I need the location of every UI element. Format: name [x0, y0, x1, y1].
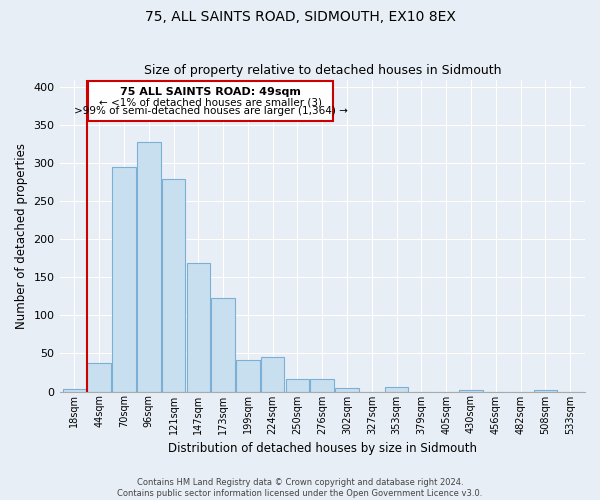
Bar: [385, 387, 409, 392]
Bar: [261, 358, 284, 392]
Bar: [137, 142, 161, 392]
Bar: [335, 388, 359, 392]
Text: 75 ALL SAINTS ROAD: 49sqm: 75 ALL SAINTS ROAD: 49sqm: [120, 87, 301, 97]
Text: >99% of semi-detached houses are larger (1,364) →: >99% of semi-detached houses are larger …: [74, 106, 347, 116]
X-axis label: Distribution of detached houses by size in Sidmouth: Distribution of detached houses by size …: [168, 442, 477, 455]
Title: Size of property relative to detached houses in Sidmouth: Size of property relative to detached ho…: [143, 64, 501, 77]
Text: 75, ALL SAINTS ROAD, SIDMOUTH, EX10 8EX: 75, ALL SAINTS ROAD, SIDMOUTH, EX10 8EX: [145, 10, 455, 24]
Text: Contains HM Land Registry data © Crown copyright and database right 2024.
Contai: Contains HM Land Registry data © Crown c…: [118, 478, 482, 498]
FancyBboxPatch shape: [88, 81, 334, 120]
Y-axis label: Number of detached properties: Number of detached properties: [15, 142, 28, 328]
Bar: [211, 298, 235, 392]
Bar: [459, 390, 483, 392]
Bar: [88, 362, 111, 392]
Bar: [310, 378, 334, 392]
Bar: [62, 389, 86, 392]
Bar: [162, 179, 185, 392]
Bar: [236, 360, 260, 392]
Text: ← <1% of detached houses are smaller (3): ← <1% of detached houses are smaller (3): [99, 97, 322, 107]
Bar: [112, 167, 136, 392]
Bar: [533, 390, 557, 392]
Bar: [286, 380, 309, 392]
Bar: [187, 263, 210, 392]
